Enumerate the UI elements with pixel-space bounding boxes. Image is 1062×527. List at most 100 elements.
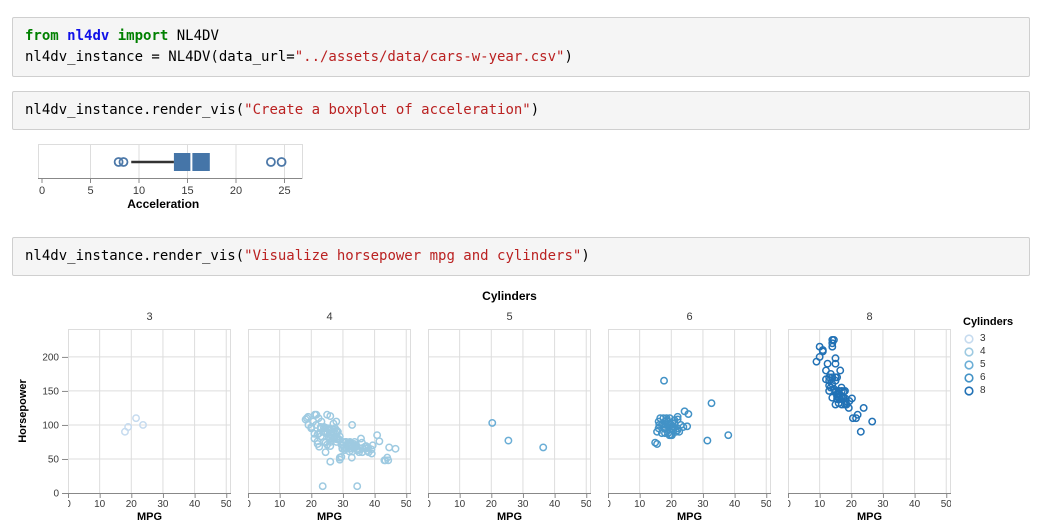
facet-plots: 0 10 20 30 40 50 MPG 0 10 20 30 40 50 MPG 0 10 20 30 40 50 M… (68, 329, 951, 525)
legend-symbol (964, 385, 974, 396)
facet-headers: 3 4 5 6 8 (68, 305, 951, 329)
x-axis-title: MPG (677, 511, 702, 523)
code-token: nl4dv_instance.render_vis( (25, 102, 245, 118)
code-token: "Visualize horsepower mpg and cylinders" (244, 248, 582, 264)
tick-label: 0 (248, 499, 251, 510)
legend-symbol (964, 372, 974, 383)
code-token: import (117, 28, 169, 44)
points (488, 418, 548, 452)
x-axis-title: Acceleration (127, 197, 199, 211)
tick-label: 30 (157, 499, 169, 510)
code-token: ) (581, 248, 590, 264)
code-token: ) (564, 49, 573, 65)
outlier-point (266, 157, 276, 167)
tick-label: 50 (401, 499, 411, 510)
tick-label: 40 (549, 499, 561, 510)
x-axis: 0 10 20 30 40 50 (608, 493, 771, 510)
facet-svg-3: 0 10 20 30 40 50 MPG (68, 329, 231, 523)
x-axis-title: MPG (857, 511, 882, 523)
outlier-point (276, 157, 287, 167)
facet-plot-4: 0 10 20 30 40 50 MPG (248, 329, 411, 525)
legend-label: 3 (980, 333, 986, 344)
legend-entry-5: 5 (963, 358, 1058, 371)
gridlines (429, 330, 590, 493)
tick-label: 20 (486, 499, 498, 510)
code-token (109, 28, 117, 44)
facet-plot-5: 0 10 20 30 40 50 MPG (428, 329, 591, 525)
tick-label: 10 (133, 185, 145, 197)
tick-label: 10 (94, 499, 106, 510)
code-cell-render-boxplot[interactable]: nl4dv_instance.render_vis("Create a boxp… (12, 91, 1030, 130)
x-axis: 0 10 20 30 40 50 (788, 493, 951, 510)
y-axis-column: 0 50 100 150 200 Horsepower (12, 290, 68, 525)
facet-header-5: 5 (506, 311, 513, 323)
legend-symbol (964, 333, 974, 344)
code-token: NL4DV (168, 28, 219, 44)
facet-svg-5: 0 10 20 30 40 50 MPG (428, 329, 591, 523)
tick-label: 20 (666, 499, 678, 510)
code-cell-import[interactable]: from nl4dv import NL4DV nl4dv_instance =… (12, 17, 1030, 77)
outlier-point (118, 157, 129, 167)
tick-label: 0 (53, 489, 59, 500)
code-token: ) (530, 102, 540, 118)
legend-entry-4: 4 (963, 345, 1058, 358)
boxplot-output: 0 5 10 15 20 25 Acceleration (38, 144, 1030, 221)
legend-entry-3: 3 (963, 332, 1058, 345)
legend-entry-8: 8 (963, 384, 1058, 397)
tick-label: 150 (42, 386, 59, 397)
legend: Cylinders 3 4 5 6 8 (963, 316, 1058, 397)
tick-label: 40 (729, 499, 741, 510)
legend-symbol (964, 346, 974, 357)
tick-label: 200 (42, 352, 59, 363)
boxplot-marks (113, 153, 287, 171)
facet-svg-8: 0 10 20 30 40 50 MPG (788, 329, 951, 523)
boxplot-svg: 0 5 10 15 20 25 Acceleration (38, 144, 303, 211)
facet-svg-6: 0 10 20 30 40 50 MPG (608, 329, 771, 523)
y-axis-title: Horsepower (17, 378, 29, 442)
tick-label: 0 (788, 499, 791, 510)
code-token: nl4dv (67, 28, 110, 44)
x-axis: 0 5 10 15 20 25 (38, 178, 302, 197)
legend-label: 4 (980, 346, 986, 357)
tick-label: 50 (48, 454, 60, 465)
tick-label: 100 (42, 420, 59, 431)
x-axis-title: MPG (497, 511, 522, 523)
tick-label: 30 (877, 499, 889, 510)
code-token: "Create a boxplot of acceleration" (244, 102, 531, 118)
facet-header-6: 6 (686, 311, 693, 323)
facet-header-8: 8 (866, 311, 873, 323)
facet-plot-6: 0 10 20 30 40 50 MPG (608, 329, 771, 525)
tick-label: 20 (126, 499, 138, 510)
x-axis-title: MPG (137, 511, 162, 523)
tick-label: 20 (846, 499, 858, 510)
x-axis: 0 10 20 30 40 50 (248, 493, 411, 510)
facet-plot-3: 0 10 20 30 40 50 MPG (68, 329, 231, 525)
tick-label: 10 (454, 499, 466, 510)
gridlines (789, 330, 950, 493)
facet-svg-4: 0 10 20 30 40 50 MPG (248, 329, 411, 523)
facet-area: Cylinders 3 4 5 6 8 0 10 20 30 40 50 MPG 0 10 20 30 40 5… (68, 290, 951, 525)
code-token (59, 28, 67, 44)
tick-label: 10 (814, 499, 826, 510)
x-axis: 0 10 20 30 40 50 (428, 493, 591, 510)
chart-title: Cylinders (482, 289, 537, 303)
tick-label: 30 (697, 499, 709, 510)
facet-header-3: 3 (146, 311, 153, 323)
tick-label: 40 (909, 499, 921, 510)
tick-label: 50 (581, 499, 591, 510)
tick-label: 10 (274, 499, 286, 510)
tick-label: 30 (337, 499, 349, 510)
tick-label: 50 (761, 499, 771, 510)
facet-header-4: 4 (326, 311, 333, 323)
legend-label: 6 (980, 372, 986, 383)
tick-label: 20 (230, 185, 242, 197)
tick-label: 40 (189, 499, 201, 510)
x-axis-title: MPG (317, 511, 342, 523)
tick-label: 40 (369, 499, 381, 510)
tick-label: 0 (39, 185, 45, 197)
tick-label: 5 (87, 185, 93, 197)
x-axis: 0 10 20 30 40 50 (68, 493, 231, 510)
code-cell-render-scatter[interactable]: nl4dv_instance.render_vis("Visualize hor… (12, 237, 1030, 276)
